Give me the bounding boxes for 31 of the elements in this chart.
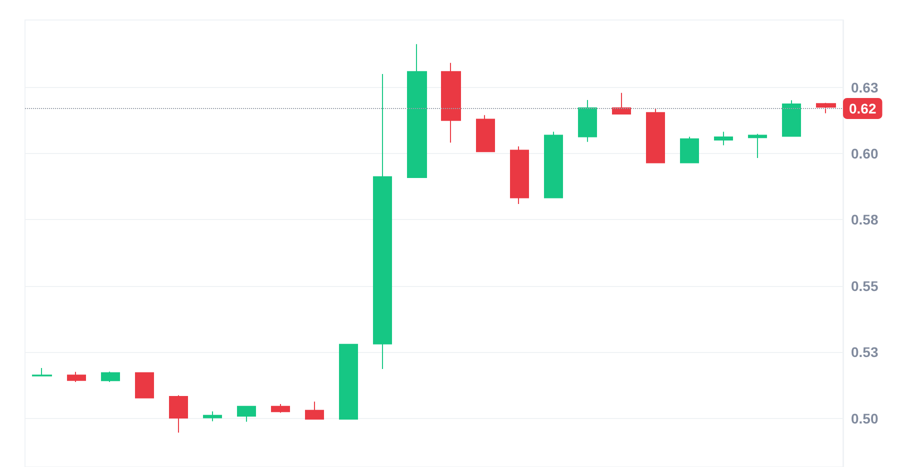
candlestick xyxy=(441,62,461,144)
candlestick xyxy=(271,403,290,414)
candlestick xyxy=(510,146,529,205)
y-tick-label: 0.58 xyxy=(851,212,878,228)
y-tick-label: 0.50 xyxy=(851,410,878,426)
y-tick-label: 0.55 xyxy=(851,278,878,294)
candlestick xyxy=(476,114,495,152)
candlestick xyxy=(135,372,154,398)
candlestick xyxy=(237,406,256,422)
y-tick-label: 0.60 xyxy=(851,145,878,162)
candlestick xyxy=(646,108,665,164)
candlestick xyxy=(339,344,358,420)
candlestick xyxy=(67,371,86,382)
candlestick xyxy=(748,133,767,158)
candlestick xyxy=(169,394,188,434)
candlestick xyxy=(407,44,427,178)
candlestick xyxy=(578,99,597,142)
y-tick-label: 0.63 xyxy=(851,79,878,96)
candlestick xyxy=(101,371,120,382)
candlestick xyxy=(680,136,699,164)
y-tick-label: 0.53 xyxy=(851,344,878,360)
candlestick xyxy=(544,131,563,198)
candlestick xyxy=(782,100,801,137)
candlestick xyxy=(32,367,52,377)
candlestick xyxy=(714,131,733,146)
candlestick xyxy=(203,410,222,422)
candlestick xyxy=(373,74,392,370)
candlestick xyxy=(305,401,324,420)
candlestick xyxy=(816,102,836,114)
ref-line-label: 0.62 xyxy=(849,100,876,116)
candlestick xyxy=(612,92,631,115)
